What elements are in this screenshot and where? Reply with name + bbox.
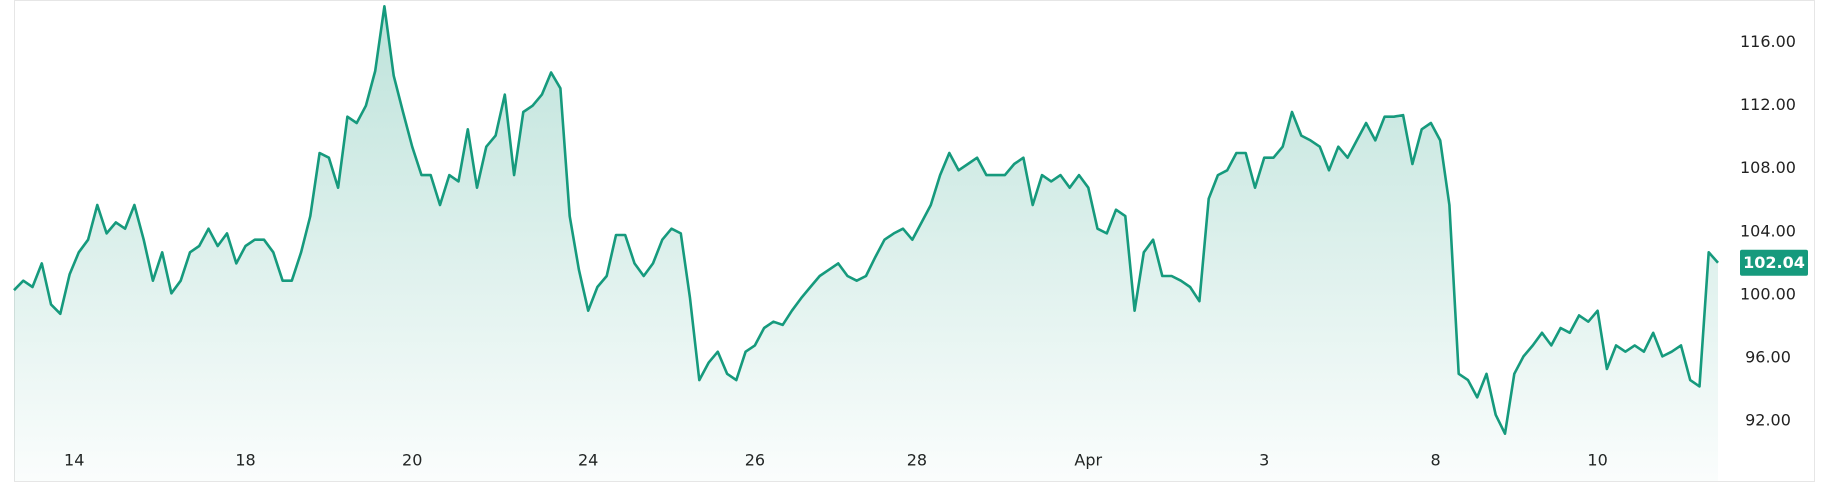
- chart-frame: [14, 0, 1815, 482]
- current-price-label: 102.04: [1743, 253, 1805, 272]
- y-tick-label: 112.00: [1740, 95, 1796, 114]
- line: [13, 5, 1719, 435]
- y-tick-label: 92.00: [1745, 411, 1791, 430]
- y-tick-label: 104.00: [1740, 221, 1796, 240]
- y-tick-label: 116.00: [1740, 32, 1796, 51]
- y-tick-label: 108.00: [1740, 158, 1796, 177]
- y-tick-label: 96.00: [1745, 347, 1791, 366]
- y-tick-label: 100.00: [1740, 284, 1796, 303]
- current-price-badge: [1740, 249, 1808, 276]
- area: [14, 6, 1718, 482]
